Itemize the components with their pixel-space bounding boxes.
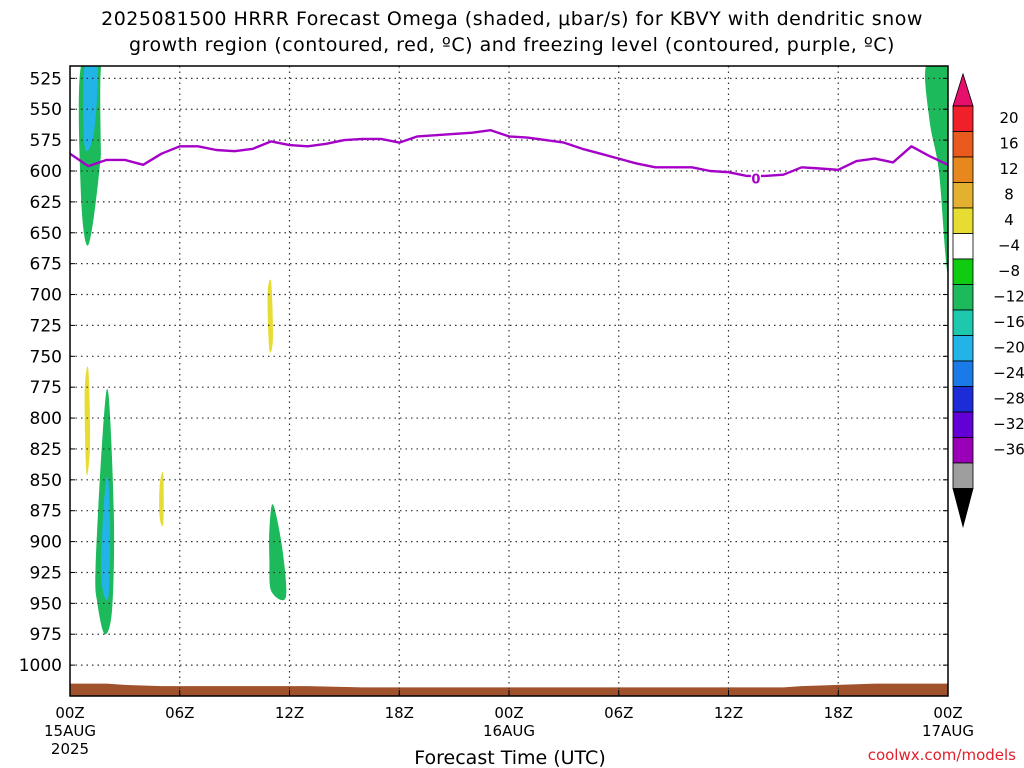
gridlines — [70, 66, 948, 696]
y-tick-label: 700 — [30, 286, 62, 306]
colorbar-segment — [952, 386, 974, 413]
omega-region-green — [925, 66, 948, 273]
colorbar-label: −12 — [993, 288, 1024, 306]
omega-region-yellow — [911, 526, 948, 629]
y-tick-label: 650 — [30, 224, 62, 244]
omega-region-cyan — [83, 66, 98, 152]
x-tick-label: 00Z — [494, 704, 523, 722]
omega-region-yellow — [869, 66, 879, 283]
omega-region-yellow — [100, 66, 113, 287]
freezing-level-layer: 0 — [70, 128, 948, 187]
omega-region-yellow — [155, 72, 166, 196]
colorbar-segment — [952, 131, 974, 158]
omega-region-yellow — [920, 220, 927, 283]
colorbar-label: 4 — [1004, 211, 1014, 229]
colorbar-max-triangle — [952, 72, 974, 107]
y-tick-label: 850 — [30, 471, 62, 491]
y-tick-label: 1000 — [19, 656, 62, 676]
y-tick-label: 975 — [30, 625, 62, 645]
y-axis: 525 550 575 600 625 650 675 700 725 750 775 800 825 8… — [19, 69, 948, 676]
freezing-level-label: 0 — [751, 172, 760, 187]
omega-region-orange — [159, 471, 164, 527]
y-tick-label: 625 — [30, 193, 62, 213]
colorbar-label: −28 — [993, 390, 1024, 408]
colorbar-label: −24 — [993, 364, 1024, 382]
omega-shaded-regions — [78, 66, 948, 653]
chart-title-line-2: growth region (contoured, red, ºC) and f… — [129, 34, 895, 56]
colorbar-segment — [952, 156, 974, 183]
x-tick-label: 06Z — [604, 704, 633, 722]
colorbar-segment — [952, 462, 974, 489]
omega-region-yellow — [164, 186, 186, 384]
x-tick-label: 18Z — [385, 704, 414, 722]
y-tick-label: 750 — [30, 347, 62, 367]
credit-text: coolwx.com/models — [868, 746, 1016, 764]
omega-region-green — [269, 504, 287, 601]
chart-title-line-1: 2025081500 HRRR Forecast Omega (shaded, … — [101, 8, 923, 30]
colorbar-label: 8 — [1004, 186, 1014, 204]
x-tick-label: 12Z — [714, 704, 743, 722]
y-tick-label: 775 — [30, 378, 62, 398]
colorbar-segment — [952, 309, 974, 336]
x-axis-title: Forecast Time (UTC) — [414, 747, 605, 768]
x-tick-label: 06Z — [165, 704, 194, 722]
y-tick-label: 525 — [30, 69, 62, 89]
colorbar-segment — [952, 105, 974, 132]
colorbar-min-triangle — [952, 488, 974, 529]
y-tick-label: 575 — [30, 131, 62, 151]
colorbar-segment — [952, 233, 974, 260]
colorbar-label: 16 — [999, 135, 1018, 153]
omega-region-yellow — [322, 66, 350, 147]
colorbar-segment — [952, 335, 974, 362]
x-tick-label: 12Z — [275, 704, 304, 722]
colorbar-label: −32 — [993, 415, 1024, 433]
colorbar-label: 20 — [999, 109, 1018, 127]
y-tick-label: 925 — [30, 563, 62, 583]
omega-region-orange — [84, 366, 91, 476]
y-tick-label: 875 — [30, 502, 62, 522]
x-tick-date-label: 15AUG — [44, 722, 96, 740]
omega-region-yellow — [463, 466, 538, 641]
freezing-level-line — [70, 128, 948, 178]
omega-region-cyan — [101, 476, 111, 601]
x-tick-label: 00Z — [933, 704, 962, 722]
colorbar-segment — [952, 207, 974, 234]
colorbar-segment — [952, 437, 974, 464]
y-tick-label: 825 — [30, 440, 62, 460]
colorbar-segment — [952, 411, 974, 438]
colorbar-label: −20 — [993, 339, 1024, 357]
omega-region-yellow — [801, 496, 886, 653]
x-tick-year-label: 2025 — [51, 740, 89, 758]
colorbar-segment — [952, 360, 974, 387]
colorbar-label: −8 — [998, 262, 1020, 280]
colorbar-label: 12 — [999, 160, 1018, 178]
x-tick-label: 18Z — [824, 704, 853, 722]
y-tick-label: 900 — [30, 533, 62, 553]
colorbar: 20 16 12 8 4 −4 −8 −12 −16 −20 −24 −28 −32 −36 — [952, 72, 1024, 529]
y-tick-label: 675 — [30, 255, 62, 275]
y-tick-label: 600 — [30, 162, 62, 182]
colorbar-segment — [952, 182, 974, 209]
colorbar-label: −16 — [993, 313, 1024, 331]
colorbar-label: −4 — [998, 237, 1020, 255]
omega-region-yellow — [901, 66, 906, 85]
x-tick-date-label: 17AUG — [922, 722, 974, 740]
colorbar-segment — [952, 258, 974, 285]
freezing-level-label-bg — [750, 171, 761, 186]
y-tick-label: 550 — [30, 100, 62, 120]
colorbar-label: −36 — [993, 441, 1024, 459]
omega-region-yellow — [302, 335, 314, 456]
x-tick-label: 00Z — [55, 704, 84, 722]
y-tick-label: 800 — [30, 409, 62, 429]
omega-region-orange — [267, 279, 274, 353]
y-tick-label: 950 — [30, 594, 62, 614]
colorbar-segment — [952, 284, 974, 311]
x-tick-date-label: 16AUG — [483, 722, 535, 740]
y-tick-label: 725 — [30, 316, 62, 336]
